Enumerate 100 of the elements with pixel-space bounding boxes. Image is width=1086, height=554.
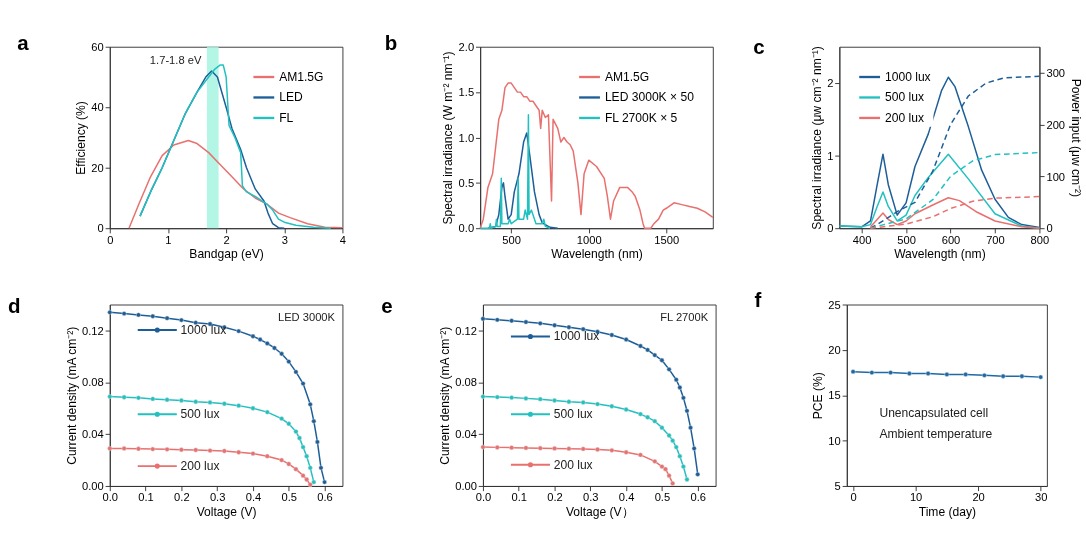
x-tick-label: 400 bbox=[852, 233, 872, 246]
point bbox=[494, 444, 500, 450]
x-tick-label: 1 bbox=[165, 233, 172, 246]
point bbox=[164, 315, 170, 321]
x-tick-label: 800 bbox=[1030, 233, 1050, 246]
x-tick-label: 0.6 bbox=[690, 491, 706, 504]
point bbox=[236, 449, 242, 455]
x-tick-label: 30 bbox=[1034, 491, 1048, 504]
point bbox=[136, 312, 141, 318]
chart-title: c bbox=[753, 35, 765, 59]
point bbox=[638, 411, 643, 417]
y-tick-label: 0.08 bbox=[82, 376, 104, 389]
point bbox=[164, 446, 170, 452]
point bbox=[293, 466, 299, 472]
y2-axis-title: Power input (μw cm⁻²) bbox=[1068, 78, 1083, 198]
y-tick-label: 2.0 bbox=[458, 40, 475, 53]
x-tick-label: 10 bbox=[909, 491, 923, 504]
point bbox=[537, 445, 543, 451]
legend-label: 200 lux bbox=[884, 110, 924, 125]
point bbox=[107, 309, 113, 315]
y-axis-title: Spectral irradiance (μw cm⁻² nm⁻¹) bbox=[809, 46, 824, 230]
point bbox=[107, 445, 113, 451]
point bbox=[623, 449, 629, 455]
point bbox=[193, 447, 199, 453]
x-axis-title: Wavelength (nm) bbox=[551, 247, 643, 262]
y-axis-title: Current density (mA cm⁻²) bbox=[64, 326, 79, 465]
chart-title: a bbox=[17, 30, 30, 54]
point bbox=[609, 332, 615, 338]
y-tick-label: 10 bbox=[828, 434, 841, 447]
y-tick-label: 0.00 bbox=[455, 480, 477, 493]
point bbox=[307, 401, 313, 407]
legend-label: LED bbox=[279, 90, 303, 105]
point bbox=[659, 357, 665, 363]
legend-label: 500 lux bbox=[180, 406, 220, 421]
legend-label: 1000 lux bbox=[180, 322, 227, 337]
point bbox=[666, 366, 672, 372]
point bbox=[609, 447, 615, 453]
point bbox=[659, 464, 665, 469]
point bbox=[300, 381, 306, 387]
y2-tick-label: 200 bbox=[1046, 118, 1066, 131]
point bbox=[609, 403, 615, 409]
point bbox=[673, 444, 679, 450]
y-tick-label: 15 bbox=[828, 389, 841, 402]
y-tick-label: 40 bbox=[91, 101, 104, 114]
annotation: FL 2700K bbox=[660, 311, 709, 324]
point bbox=[207, 448, 213, 454]
point bbox=[279, 351, 285, 357]
x-tick-label: 0.3 bbox=[583, 491, 599, 504]
x-tick-label: 0 bbox=[850, 491, 857, 504]
point bbox=[670, 480, 676, 486]
point bbox=[552, 445, 557, 451]
point bbox=[293, 369, 299, 375]
x-tick-label: 700 bbox=[986, 233, 1005, 246]
point bbox=[566, 324, 572, 330]
x-axis-title: Voltage (V） bbox=[565, 505, 634, 520]
point bbox=[552, 398, 557, 403]
y-axis-title: Current density (mA cm⁻²) bbox=[437, 326, 452, 465]
point bbox=[304, 453, 310, 459]
chart-title: b bbox=[384, 30, 398, 54]
point bbox=[566, 446, 572, 452]
x-tick-label: 0.5 bbox=[654, 491, 671, 504]
point bbox=[523, 319, 529, 325]
point bbox=[509, 395, 515, 401]
x-tick-label: 0.2 bbox=[547, 491, 563, 504]
y-tick-label: 0.5 bbox=[458, 177, 475, 190]
point bbox=[264, 453, 270, 459]
point bbox=[136, 395, 141, 401]
y-tick-label: 0.0 bbox=[458, 222, 475, 235]
x-tick-label: 0.5 bbox=[281, 491, 297, 504]
point bbox=[494, 317, 500, 323]
x-tick-label: 0.6 bbox=[317, 491, 333, 504]
point bbox=[638, 452, 643, 458]
point bbox=[279, 416, 285, 422]
point bbox=[193, 399, 199, 405]
y-axis-title: Spectral irradiance (W m⁻² nm⁻¹) bbox=[441, 51, 456, 225]
x-axis-title: Bandgap (eV) bbox=[189, 247, 264, 262]
point bbox=[250, 405, 256, 411]
x-tick-label: 0.2 bbox=[174, 491, 190, 504]
x-tick-label: 0.4 bbox=[618, 491, 635, 504]
point bbox=[178, 317, 184, 323]
point bbox=[286, 359, 292, 364]
point bbox=[652, 458, 658, 464]
point bbox=[300, 444, 306, 450]
point bbox=[300, 473, 306, 479]
point bbox=[279, 457, 285, 463]
x-axis-title: Time (day) bbox=[918, 505, 976, 520]
point bbox=[666, 473, 672, 479]
y-tick-label: 0.08 bbox=[455, 376, 477, 389]
y-tick-label: 1.0 bbox=[458, 131, 475, 144]
y-tick-label: 20 bbox=[828, 344, 841, 357]
y-tick-label: 25 bbox=[828, 298, 841, 311]
legend-label: LED 3000K × 50 bbox=[604, 90, 695, 105]
chart-title: e bbox=[381, 293, 393, 317]
x-tick-label: 0.3 bbox=[209, 491, 226, 504]
point bbox=[257, 337, 263, 342]
point bbox=[121, 311, 127, 317]
y-tick-label: 0.12 bbox=[82, 324, 104, 337]
point bbox=[645, 414, 651, 420]
point bbox=[680, 464, 686, 469]
point bbox=[272, 345, 277, 351]
